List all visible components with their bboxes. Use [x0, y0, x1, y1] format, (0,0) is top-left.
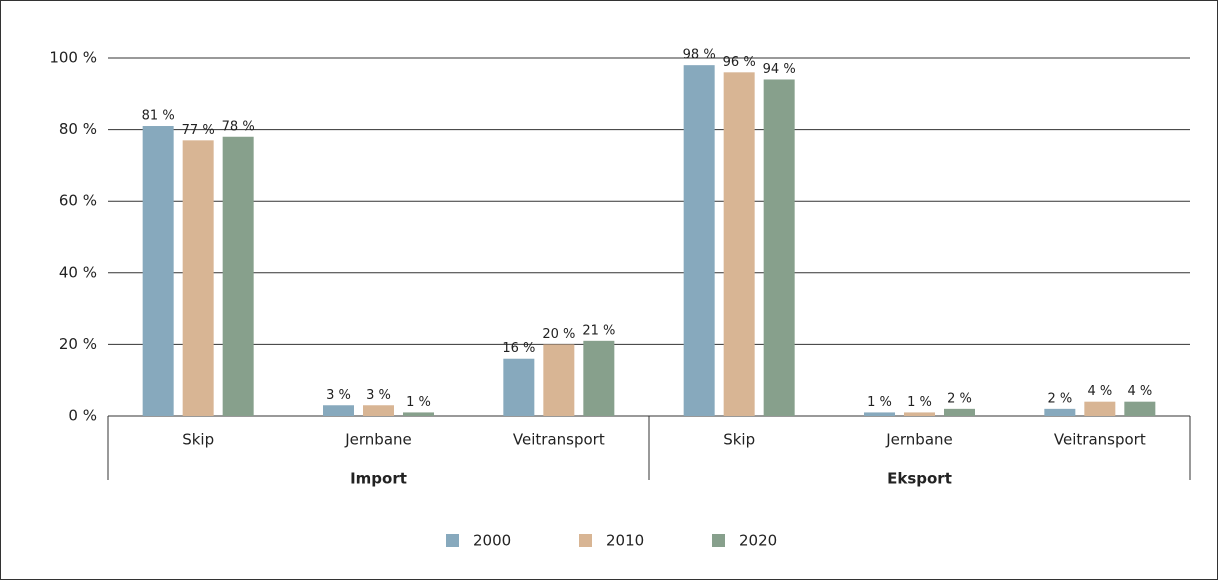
- value-label: 98 %: [683, 48, 716, 63]
- bar: [403, 412, 434, 416]
- legend-label: 2010: [606, 532, 644, 550]
- bar: [503, 358, 535, 416]
- y-tick-label: 80 %: [59, 120, 97, 138]
- value-label: 21 %: [582, 323, 615, 338]
- bar: [683, 65, 715, 416]
- x-tick-label: Skip: [723, 431, 755, 449]
- bar: [904, 412, 935, 416]
- legend-swatch: [712, 534, 725, 547]
- bar: [323, 405, 354, 416]
- bar: [142, 126, 174, 417]
- bar: [723, 72, 755, 416]
- value-label: 94 %: [763, 62, 796, 77]
- y-tick-label: 0 %: [68, 407, 97, 425]
- legend-swatch: [579, 534, 592, 547]
- x-tick-label: Jernbane: [344, 431, 412, 449]
- value-label: 3 %: [366, 388, 391, 403]
- value-label: 81 %: [142, 109, 175, 124]
- value-label: 3 %: [326, 388, 351, 403]
- legend-label: 2020: [739, 532, 777, 550]
- value-label: 2 %: [1047, 391, 1072, 406]
- x-tick-label: Veitransport: [513, 431, 605, 449]
- group-label: Import: [350, 470, 407, 488]
- x-tick-label: Veitransport: [1054, 431, 1146, 449]
- x-tick-label: Jernbane: [885, 431, 953, 449]
- y-tick-label: 100 %: [49, 49, 97, 67]
- value-label: 77 %: [182, 123, 215, 138]
- group-label: Eksport: [887, 470, 952, 488]
- legend-label: 2000: [473, 532, 511, 550]
- legend-swatch: [446, 534, 459, 547]
- x-tick-label: Skip: [182, 431, 214, 449]
- value-label: 96 %: [723, 55, 756, 70]
- bar: [1124, 401, 1156, 416]
- bar: [363, 405, 394, 416]
- value-label: 20 %: [542, 327, 575, 342]
- value-label: 2 %: [947, 391, 972, 406]
- y-tick-label: 60 %: [59, 192, 97, 210]
- bar: [944, 408, 975, 416]
- value-label: 1 %: [867, 395, 892, 410]
- bar: [1084, 401, 1116, 416]
- bar: [1044, 408, 1076, 416]
- value-label: 78 %: [222, 119, 255, 134]
- y-tick-label: 40 %: [59, 263, 97, 281]
- bar: [583, 340, 615, 416]
- bar: [864, 412, 895, 416]
- value-label: 4 %: [1087, 384, 1112, 399]
- value-label: 1 %: [907, 395, 932, 410]
- bar: [763, 79, 795, 416]
- value-label: 1 %: [406, 395, 431, 410]
- value-label: 4 %: [1127, 384, 1152, 399]
- bar: [222, 136, 254, 416]
- bar: [543, 344, 575, 416]
- value-label: 16 %: [502, 341, 535, 356]
- bar: [182, 140, 214, 416]
- y-tick-label: 20 %: [59, 335, 97, 353]
